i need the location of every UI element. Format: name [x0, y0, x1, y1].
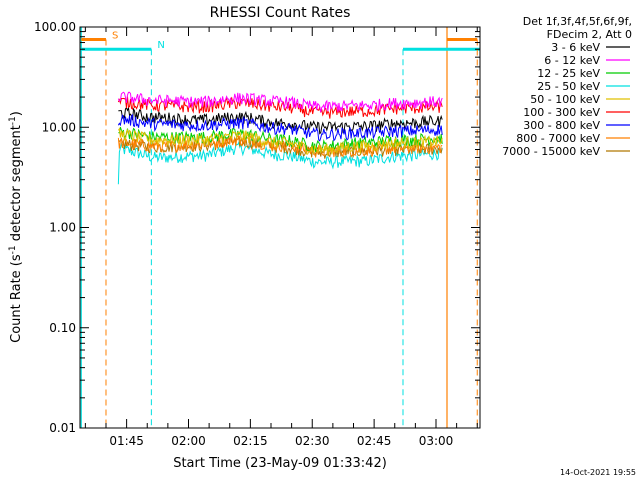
series-line-1 [117, 91, 443, 113]
y-tick-label: 1.00 [49, 221, 76, 235]
plot-content: SN [80, 27, 480, 428]
y-tick-label: 0.01 [49, 421, 76, 435]
plot-frame [79, 26, 481, 429]
y-tick-label: 0.10 [49, 321, 76, 335]
legend-entry: 25 - 50 keV [537, 80, 630, 93]
x-tick-label: 01:45 [109, 434, 144, 448]
y-axis-label-mid: detector segment [9, 125, 24, 245]
legend-label: 6 - 12 keV [544, 54, 600, 67]
legend-label: 300 - 800 keV [523, 119, 600, 132]
y-axis-label: Count Rate (s-1 detector segment-1) [8, 111, 24, 343]
legend-entry: 50 - 100 keV [530, 93, 630, 106]
series-line-2 [118, 126, 443, 153]
y-tick-label: 100.00 [34, 20, 76, 34]
series-line-4 [117, 127, 443, 156]
series-line-0 [118, 106, 443, 135]
legend-label: 12 - 25 keV [537, 67, 600, 80]
legend-label: 50 - 100 keV [530, 93, 600, 106]
x-tick-labels: 01:45 02:00 02:15 02:30 02:45 03:00 [109, 434, 453, 448]
y-tick-label: 10.00 [42, 120, 76, 134]
legend-label: 25 - 50 keV [537, 80, 600, 93]
y-axis-label-sup1: -1 [8, 245, 18, 254]
x-tick-label: 02:15 [233, 434, 268, 448]
annotation-label-0: S [112, 31, 118, 42]
footer-date: 14-Oct-2021 19:55 [560, 468, 636, 477]
annotation-label-1: N [157, 40, 164, 51]
series-line-6 [117, 113, 443, 142]
legend-entry: 12 - 25 keV [537, 67, 630, 80]
x-axis-label: Start Time (23-May-09 01:33:42) [173, 456, 387, 471]
x-tick-label: 03:00 [419, 434, 454, 448]
axis-ticks [80, 26, 480, 429]
chart-title: RHESSI Count Rates [210, 5, 351, 21]
x-tick-label: 02:00 [171, 434, 206, 448]
y-axis-label-main: Count Rate (s [9, 254, 24, 343]
legend-entry: 7000 - 15000 keV [502, 145, 630, 158]
legend-label: 3 - 6 keV [551, 41, 600, 54]
y-tick-labels: 0.01 0.10 1.00 10.00 100.00 [34, 20, 76, 435]
y-axis-label-sup2: -1 [8, 116, 18, 125]
legend-entry: 100 - 300 keV [523, 106, 630, 119]
legend-label: 7000 - 15000 keV [502, 145, 600, 158]
legend-entry: 800 - 7000 keV [516, 132, 630, 145]
x-tick-label: 02:45 [357, 434, 392, 448]
x-tick-label: 02:30 [295, 434, 330, 448]
legend-entry: 300 - 800 keV [523, 119, 630, 132]
legend-entry: 6 - 12 keV [544, 54, 630, 67]
series-line-3 [117, 140, 443, 185]
legend-header-line-1: Det 1f,3f,4f,5f,6f,9f, [523, 15, 632, 28]
legend: Det 1f,3f,4f,5f,6f,9f, FDecim 2, Att 0 3… [502, 15, 632, 158]
legend-label: 800 - 7000 keV [516, 132, 600, 145]
legend-entry: 3 - 6 keV [551, 41, 630, 54]
y-axis-label-end: ) [9, 111, 24, 116]
legend-header-line-2: FDecim 2, Att 0 [547, 28, 632, 41]
legend-label: 100 - 300 keV [523, 106, 600, 119]
